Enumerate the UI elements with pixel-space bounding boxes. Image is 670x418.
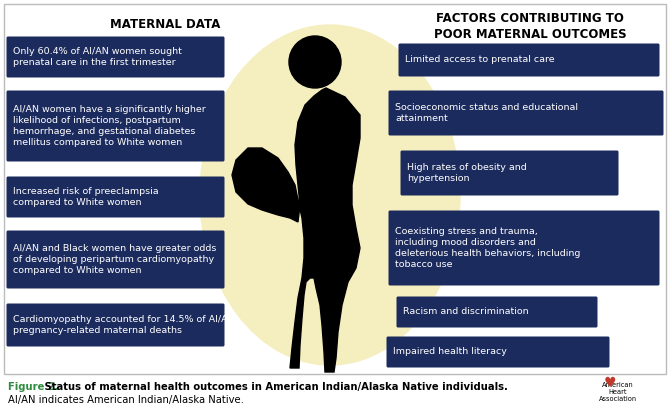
Text: AI/AN and Black women have greater odds
of developing peripartum cardiomyopathy
: AI/AN and Black women have greater odds … [13,244,216,275]
Text: AI/AN women have a significantly higher
likelihood of infections, postpartum
hem: AI/AN women have a significantly higher … [13,105,206,147]
Text: Figure 2.: Figure 2. [8,382,59,392]
Ellipse shape [200,25,460,365]
FancyBboxPatch shape [7,230,224,288]
FancyBboxPatch shape [387,336,610,367]
Text: Cardiomyopathy accounted for 14.5% of AI/AN
pregnancy-related maternal deaths: Cardiomyopathy accounted for 14.5% of AI… [13,315,234,335]
FancyBboxPatch shape [397,296,598,327]
Circle shape [289,36,341,88]
FancyBboxPatch shape [7,303,224,347]
Text: AI/AN indicates American Indian/Alaska Native.: AI/AN indicates American Indian/Alaska N… [8,395,244,405]
Text: Racism and discrimination: Racism and discrimination [403,308,529,316]
FancyBboxPatch shape [7,36,224,77]
FancyBboxPatch shape [389,91,663,135]
Text: MATERNAL DATA: MATERNAL DATA [110,18,220,31]
Text: High rates of obesity and
hypertension: High rates of obesity and hypertension [407,163,527,183]
Text: Increased risk of preeclampsia
compared to White women: Increased risk of preeclampsia compared … [13,187,159,207]
FancyBboxPatch shape [401,150,618,196]
Text: FACTORS CONTRIBUTING TO
POOR MATERNAL OUTCOMES: FACTORS CONTRIBUTING TO POOR MATERNAL OU… [433,12,626,41]
FancyBboxPatch shape [389,211,659,285]
Text: Coexisting stress and trauma,
including mood disorders and
deleterious health be: Coexisting stress and trauma, including … [395,227,580,269]
Text: Limited access to prenatal care: Limited access to prenatal care [405,56,555,64]
FancyBboxPatch shape [7,91,224,161]
Text: Only 60.4% of AI/AN women sought
prenatal care in the first trimester: Only 60.4% of AI/AN women sought prenata… [13,47,182,67]
FancyBboxPatch shape [7,176,224,217]
FancyBboxPatch shape [399,43,659,76]
Text: Status of maternal health outcomes in American Indian/Alaska Native individuals.: Status of maternal health outcomes in Am… [41,382,508,392]
Text: American
Heart
Association: American Heart Association [599,382,637,402]
Polygon shape [232,88,360,372]
Text: Impaired health literacy: Impaired health literacy [393,347,507,357]
FancyBboxPatch shape [4,4,666,374]
Text: Socioeconomic status and educational
attainment: Socioeconomic status and educational att… [395,103,578,123]
Text: ♥: ♥ [604,376,616,390]
